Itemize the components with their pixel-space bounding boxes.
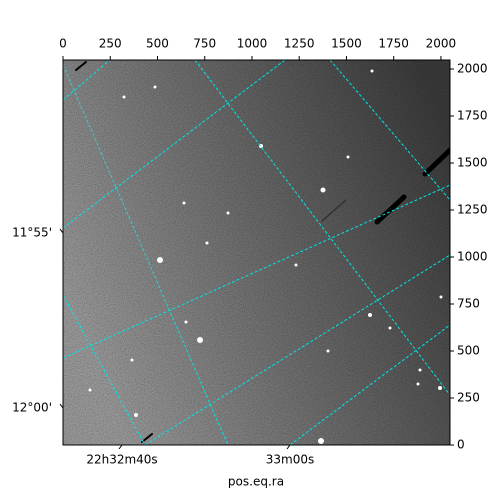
y-tick-label: 750 [457, 297, 480, 311]
streaks [75, 61, 450, 443]
x-tick-label: 250 [99, 37, 122, 51]
y-tick-label: 1750 [457, 109, 488, 123]
x-tick-label: 750 [193, 37, 216, 51]
y-tick-label: 0 [457, 438, 465, 452]
ra-tick-label: 33m00s [266, 453, 314, 467]
frame [62, 59, 451, 446]
stars [88, 69, 443, 444]
x-tick-label: 1750 [378, 37, 409, 51]
ra-tick [286, 444, 291, 450]
dec-tick [59, 228, 64, 234]
y-tick-label: 500 [457, 344, 480, 358]
x-axis-label: pos.eq.ra [228, 475, 284, 489]
y-tick-label: 1250 [457, 203, 488, 217]
dec-tick-label: 11°55' [12, 226, 52, 240]
image [63, 60, 450, 445]
y-tick-label: 1500 [457, 156, 488, 170]
y-tick-label: 250 [457, 391, 480, 405]
x-tick-label: 1250 [284, 37, 315, 51]
dec-tick [59, 403, 64, 409]
x-tick-label: 1500 [331, 37, 362, 51]
ra-tick [118, 444, 123, 450]
x-tick-label: 0 [59, 37, 67, 51]
dec-tick-label: 12°00' [12, 401, 52, 415]
y-tick-label: 1000 [457, 250, 488, 264]
x-tick-label: 500 [146, 37, 169, 51]
ra-tick-label: 22h32m40s [86, 453, 157, 467]
x-tick-label: 2000 [426, 37, 457, 51]
coordinate-grid [63, 60, 450, 445]
x-tick-label: 1000 [237, 37, 268, 51]
y-tick-label: 2000 [457, 62, 488, 76]
